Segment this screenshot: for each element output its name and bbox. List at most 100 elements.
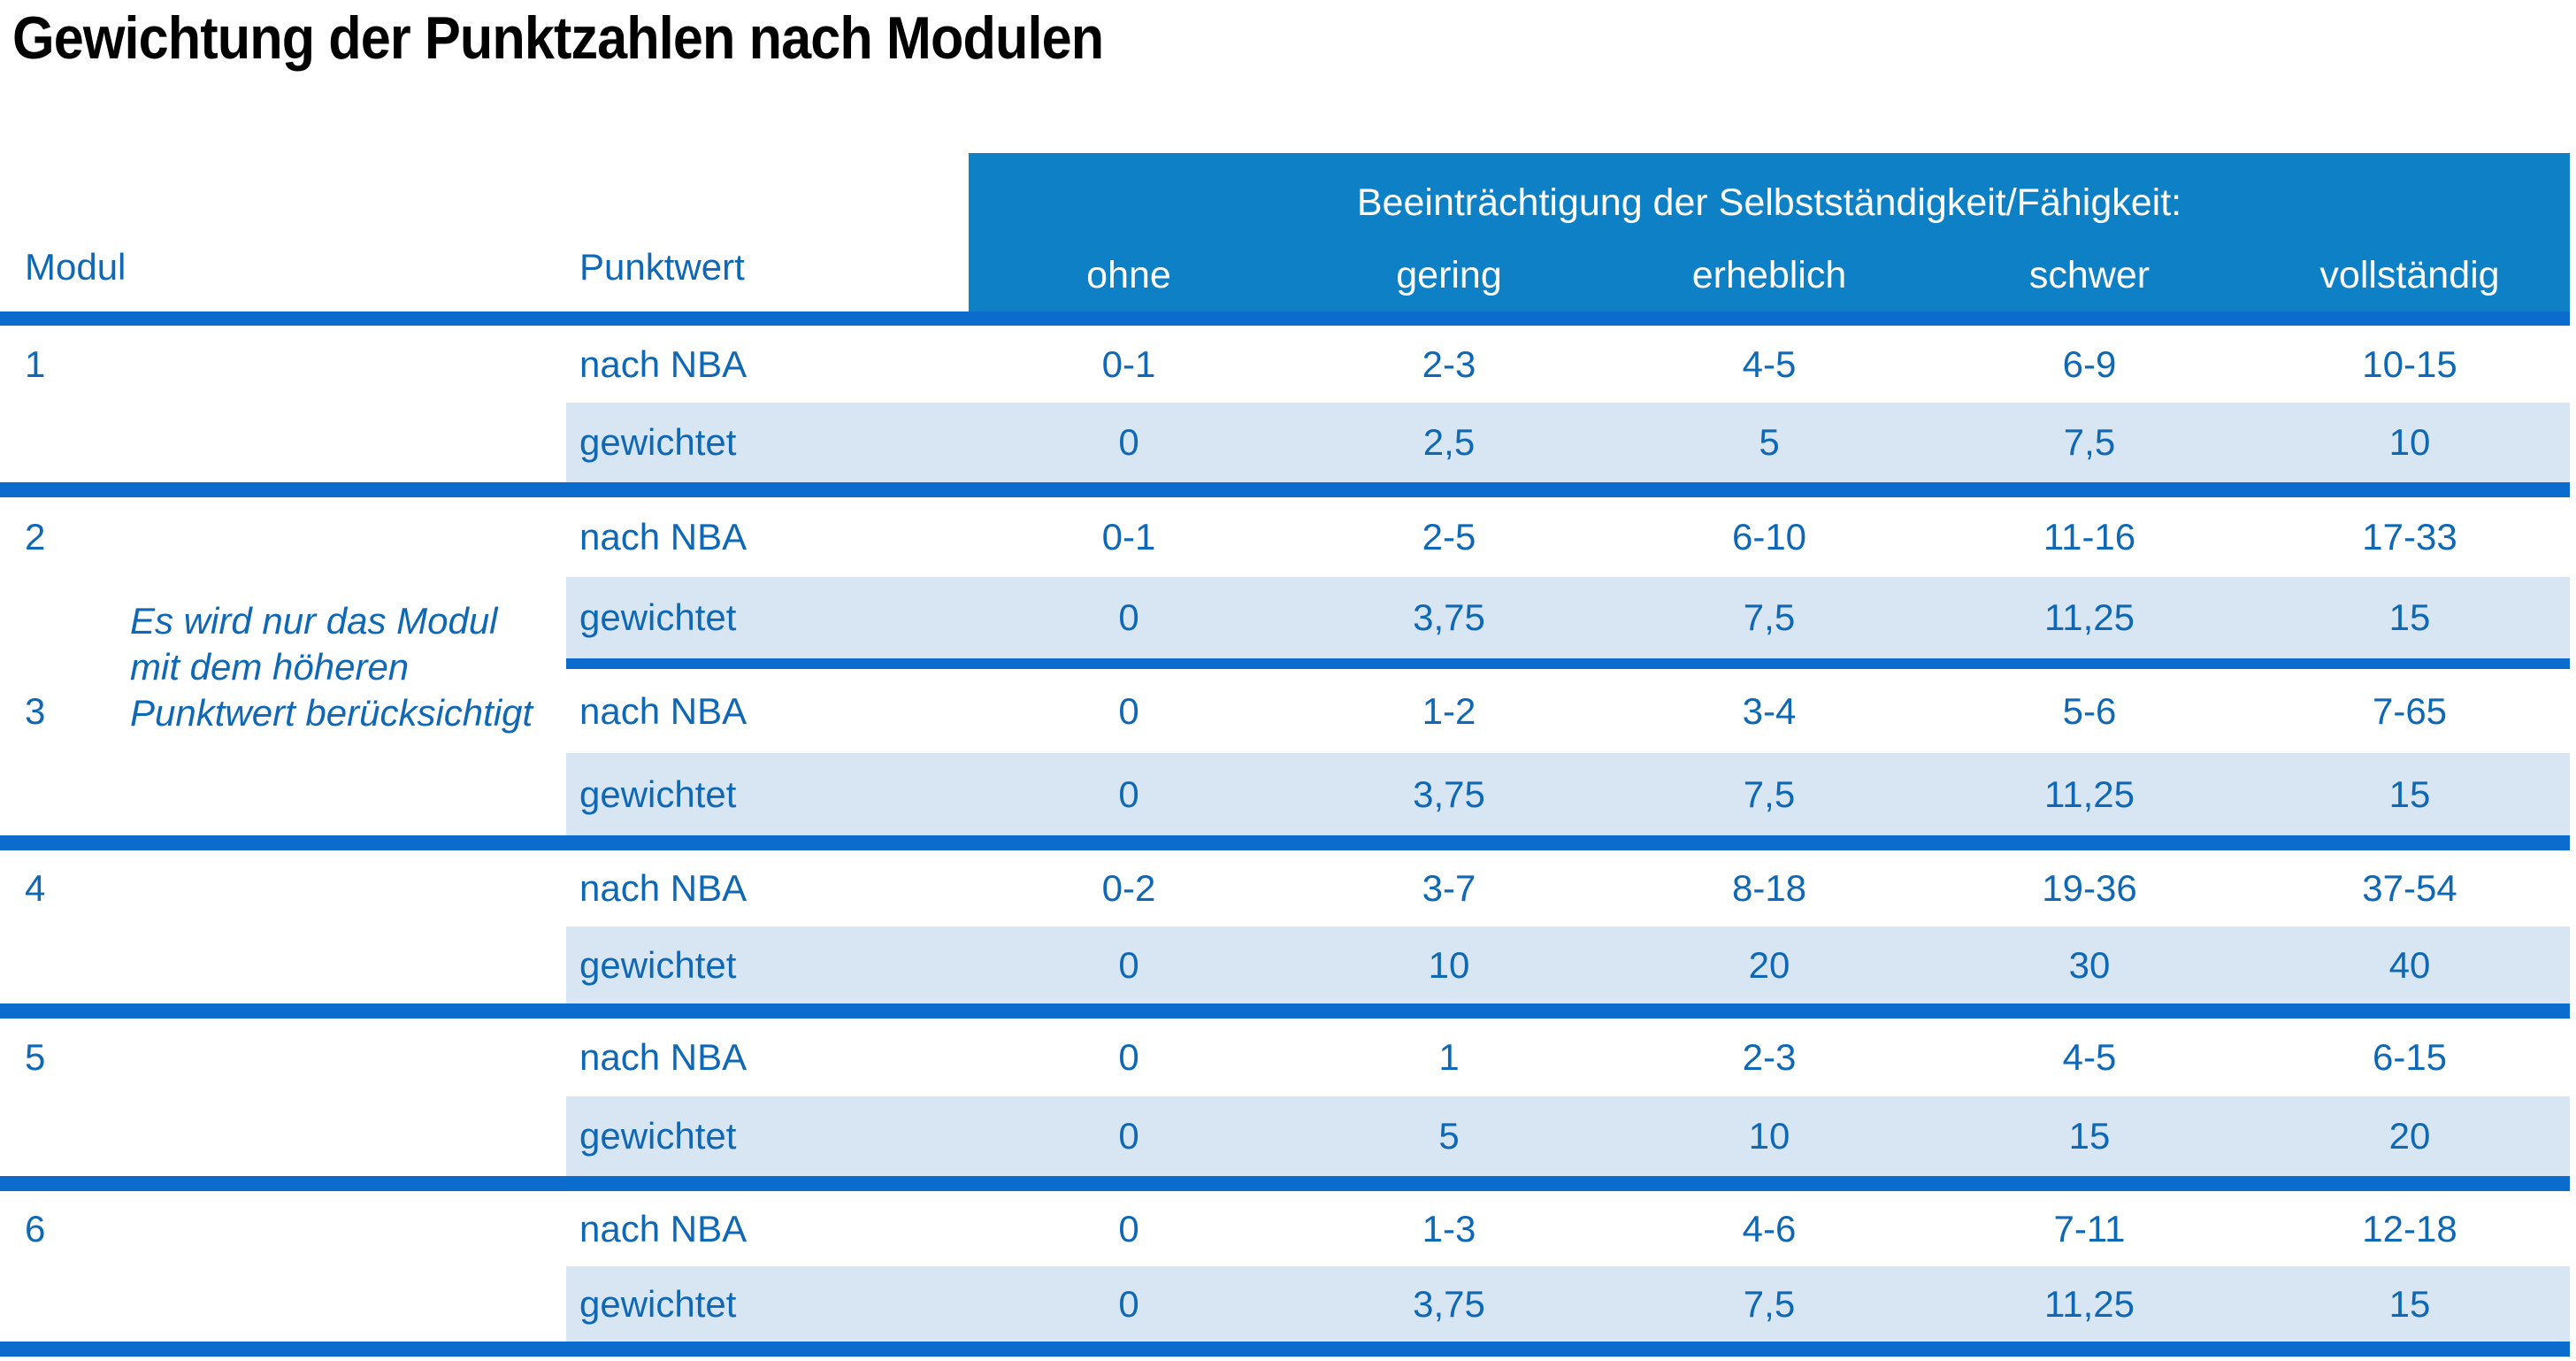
page-title: Gewichtung der Punktzahlen nach Modulen (12, 4, 1104, 72)
cell-value: 15 (2250, 1266, 2570, 1342)
cell-row-label: nach NBA (579, 689, 748, 732)
cell-value: 2-5 (1422, 516, 1476, 557)
cell-value: 5 (1609, 403, 1929, 482)
cell-value: 15 (1929, 1096, 2250, 1176)
cell-value: 0 (969, 1096, 1289, 1176)
cell-value: 3,75 (1289, 753, 1609, 835)
cell-value: 3,75 (1289, 1266, 1609, 1342)
cell-value: 20 (2250, 1096, 2570, 1176)
cell-value: 4-5 (2062, 1036, 2117, 1078)
column-header-punktwert: Punktwert (579, 246, 745, 288)
module-divider-line (0, 482, 2570, 497)
cell-value: 20 (1609, 927, 1929, 1003)
cell-value: 10 (2250, 403, 2570, 482)
cell-module-number: 6 (25, 1207, 46, 1250)
cell-row-label: gewichtet (566, 1096, 969, 1176)
cell-empty (0, 753, 566, 835)
table-row-module-6-nba: 6 nach NBA 0 1-3 4-6 7-11 12-18 (0, 1191, 2570, 1266)
cell-value: 2-3 (1422, 342, 1476, 385)
table-row-module-2-weighted: gewichtet 0 3,75 7,5 11,25 15 (0, 577, 2570, 658)
cell-value: 10 (1609, 1096, 1929, 1176)
cell-value: 15 (2250, 577, 2570, 658)
cell-module-number: 3 (25, 689, 46, 732)
cell-value: 0 (1118, 689, 1139, 732)
cell-row-label: gewichtet (566, 1266, 969, 1342)
cell-value: 11,25 (1929, 1266, 2250, 1342)
cell-empty (0, 1096, 566, 1176)
cell-value: 5-6 (2062, 689, 2117, 732)
cell-row-label: nach NBA (579, 342, 748, 385)
table-row-module-5-weighted: gewichtet 0 5 10 15 20 (0, 1096, 2570, 1176)
header-left-area: Modul Punktwert (0, 153, 969, 311)
cell-value: 3-7 (1422, 867, 1476, 909)
cell-row-label: gewichtet (566, 577, 969, 658)
module-divider-line (0, 1176, 2570, 1191)
cell-module-number: 4 (25, 867, 46, 909)
cell-value: 0 (969, 927, 1289, 1003)
column-header-schwer: schwer (2028, 254, 2150, 296)
cell-value: 0-1 (1101, 342, 1156, 385)
module-2-3-note: Es wird nur das Modul mit dem höheren Pu… (130, 600, 533, 734)
cell-row-label: gewichtet (566, 927, 969, 1003)
cell-module-number: 5 (25, 1036, 46, 1078)
cell-value: 15 (2250, 753, 2570, 835)
cell-value: 3,75 (1289, 577, 1609, 658)
header-divider-line (0, 311, 2570, 326)
cell-value: 5 (1289, 1096, 1609, 1176)
cell-value: 2,5 (1289, 403, 1609, 482)
cell-value: 4-5 (1742, 342, 1797, 385)
cell-value: 0 (969, 1266, 1289, 1342)
table-row-module-1-nba: 1 nach NBA 0-1 2-3 4-5 6-9 10-15 (0, 326, 2570, 403)
cell-value: 7,5 (1609, 1266, 1929, 1342)
column-header-gering: gering (1396, 254, 1502, 296)
cell-value: 37-54 (2362, 867, 2457, 909)
cell-empty (0, 1266, 566, 1342)
cell-value: 7,5 (1609, 753, 1929, 835)
cell-value: 0-1 (1101, 516, 1156, 557)
cell-value: 3-4 (1742, 689, 1797, 732)
cell-value: 0 (969, 577, 1289, 658)
cell-value: 12-18 (2362, 1207, 2457, 1250)
cell-row-label: nach NBA (579, 516, 748, 557)
column-header-vollstaendig: vollständig (2319, 254, 2500, 296)
cell-value: 0 (1118, 1207, 1139, 1250)
cell-row-label: nach NBA (579, 1036, 748, 1078)
cell-module-number: 2 (25, 516, 46, 557)
cell-module-number: 1 (25, 342, 46, 385)
cell-value: 0 (1118, 1036, 1139, 1078)
table-row-module-1-weighted: gewichtet 0 2,5 5 7,5 10 (0, 403, 2570, 482)
weighting-table: Modul Punktwert Beeinträchtigung der Sel… (0, 153, 2570, 1357)
cell-value: 40 (2250, 927, 2570, 1003)
cell-value: 11,25 (1929, 577, 2250, 658)
header-severity-block: Beeinträchtigung der Selbstständigkeit/F… (969, 153, 2570, 311)
cell-value: 17-33 (2362, 516, 2457, 557)
cell-empty (0, 403, 566, 482)
cell-value: 6-9 (2062, 342, 2117, 385)
cell-value: 4-6 (1742, 1207, 1797, 1250)
table-bottom-line (0, 1342, 2570, 1357)
cell-value: 0 (969, 753, 1289, 835)
cell-value: 1-2 (1422, 689, 1476, 732)
column-header-erheblich: erheblich (1691, 254, 1847, 296)
header-group-label: Beeinträchtigung der Selbstständigkeit/F… (1356, 181, 2182, 224)
table-row-module-3-weighted: gewichtet 0 3,75 7,5 11,25 15 (0, 753, 2570, 835)
cell-value: 8-18 (1731, 867, 1807, 909)
cell-value: 7,5 (1929, 403, 2250, 482)
cell-value: 19-36 (2042, 867, 2137, 909)
header-severity-labels: ohne gering erheblich schwer vollständig (969, 254, 2570, 297)
cell-row-label: nach NBA (579, 867, 748, 909)
table-row-module-5-nba: 5 nach NBA 0 1 2-3 4-5 6-15 (0, 1019, 2570, 1096)
cell-row-label: gewichtet (566, 403, 969, 482)
cell-value: 11,25 (1929, 753, 2250, 835)
module-divider-line (0, 1003, 2570, 1019)
cell-value: 2-3 (1742, 1036, 1797, 1078)
module-2-3-partial-divider-line (566, 658, 2570, 669)
cell-value: 11-16 (2043, 516, 2136, 557)
cell-empty (0, 927, 566, 1003)
cell-value: 7-65 (2372, 689, 2448, 732)
table-row-module-3-nba: 3 nach NBA 0 1-2 3-4 5-6 7-65 (0, 669, 2570, 753)
cell-value: 6-10 (1731, 516, 1807, 557)
cell-value: 0 (969, 403, 1289, 482)
table-row-module-6-weighted: gewichtet 0 3,75 7,5 11,25 15 (0, 1266, 2570, 1342)
cell-value: 6-15 (2372, 1036, 2448, 1078)
